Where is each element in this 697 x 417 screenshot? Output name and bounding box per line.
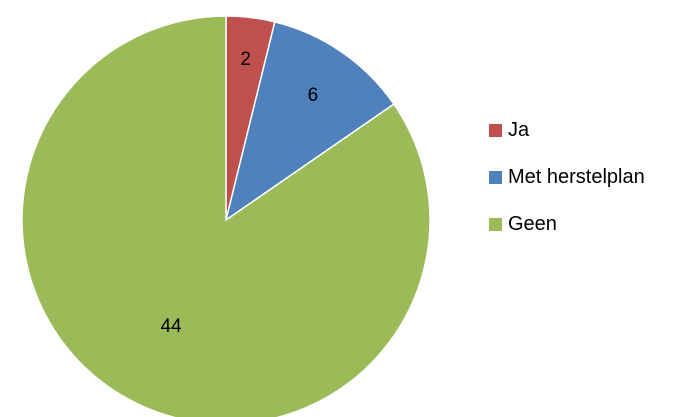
legend-label-ja: Ja bbox=[508, 118, 530, 141]
pie-slice-geen bbox=[21, 15, 431, 417]
pie-slices bbox=[21, 15, 431, 417]
data-label-met-herstelplan: 6 bbox=[308, 85, 319, 106]
legend-item-geen: Geen bbox=[489, 212, 645, 236]
legend-item-met-herstelplan: Met herstelplan bbox=[489, 165, 645, 189]
legend-label-geen: Geen bbox=[508, 212, 557, 235]
legend-item-ja: Ja bbox=[489, 118, 645, 142]
legend-swatch-ja bbox=[489, 123, 502, 137]
data-label-geen: 44 bbox=[160, 316, 182, 337]
pie-slice-met-herstelplan bbox=[224, 21, 395, 222]
legend-label-met-herstelplan: Met herstelplan bbox=[508, 165, 645, 188]
legend-swatch-geen bbox=[489, 217, 502, 231]
pie-data-labels: 2 6 44 bbox=[160, 49, 318, 337]
legend: Ja Met herstelplan Geen bbox=[489, 118, 645, 259]
legend-swatch-met-herstelplan bbox=[489, 170, 502, 184]
data-label-ja: 2 bbox=[240, 49, 251, 70]
